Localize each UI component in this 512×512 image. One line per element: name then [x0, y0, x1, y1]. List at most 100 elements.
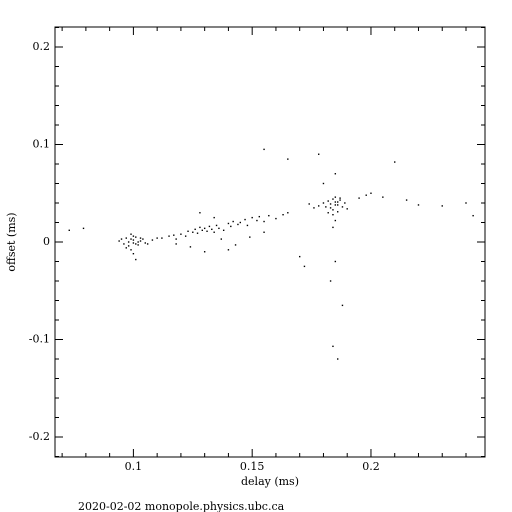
point [139, 240, 142, 242]
footer: 2020-02-02 monopole.physics.ubc.ca [78, 500, 285, 512]
point [213, 231, 215, 233]
point [137, 244, 139, 246]
point [337, 358, 339, 360]
point [68, 229, 70, 231]
point [206, 230, 208, 232]
point [275, 217, 277, 220]
point [334, 173, 337, 175]
point [318, 205, 320, 207]
point [282, 213, 284, 216]
point [339, 199, 341, 201]
point [332, 213, 334, 216]
x-axis-label: delay (ms) [241, 475, 299, 488]
point [258, 215, 261, 218]
point [194, 228, 196, 231]
point [161, 237, 163, 239]
point [332, 226, 334, 229]
point [192, 231, 194, 233]
point [135, 243, 137, 245]
point [308, 203, 310, 205]
point [263, 148, 265, 151]
point [303, 265, 306, 268]
point [201, 229, 203, 231]
point [344, 202, 346, 204]
point [132, 239, 135, 241]
point [123, 243, 125, 245]
point [465, 202, 467, 204]
y-tick-label: 0 [43, 235, 50, 248]
point [82, 227, 85, 230]
point [203, 227, 206, 230]
point [118, 240, 120, 242]
point [208, 225, 211, 228]
point [246, 224, 249, 227]
point [337, 204, 339, 206]
point [341, 304, 344, 307]
point [199, 212, 201, 214]
point [125, 247, 127, 249]
point [173, 234, 175, 236]
point [322, 182, 325, 185]
point [313, 207, 315, 209]
point [130, 249, 132, 251]
point [125, 237, 127, 239]
point [175, 238, 177, 240]
point [175, 243, 177, 245]
point [370, 192, 372, 194]
point [287, 212, 289, 214]
point [203, 251, 206, 253]
point [332, 198, 334, 200]
point [251, 216, 253, 219]
point [130, 233, 132, 235]
point [268, 214, 270, 217]
point [346, 208, 348, 210]
point [298, 255, 301, 258]
point [365, 194, 367, 196]
point [139, 237, 142, 239]
point [220, 238, 222, 240]
point [127, 241, 130, 243]
point [382, 196, 384, 198]
point [144, 242, 146, 244]
point [337, 211, 339, 213]
y-tick-label: -0.2 [29, 430, 50, 443]
point [329, 280, 332, 282]
point [334, 196, 337, 198]
y-tick-label: -0.1 [29, 333, 50, 346]
point [249, 236, 251, 238]
point [339, 197, 341, 199]
point [151, 239, 154, 241]
y-axis-label: offset (ms) [5, 212, 18, 271]
point [417, 204, 420, 206]
point [322, 202, 325, 204]
point [329, 207, 332, 209]
point [234, 244, 237, 246]
point [132, 253, 135, 255]
point [187, 230, 189, 232]
point [394, 161, 396, 163]
point [189, 246, 192, 248]
point [199, 226, 201, 229]
point [325, 206, 327, 208]
point [334, 260, 337, 263]
point [196, 232, 199, 234]
point [135, 258, 137, 261]
point [227, 222, 230, 225]
point [256, 219, 258, 222]
point [227, 249, 230, 251]
point [132, 235, 135, 237]
point [239, 221, 242, 224]
point [334, 201, 337, 203]
point [180, 233, 182, 235]
point [168, 235, 170, 237]
point [142, 238, 144, 240]
point [337, 201, 339, 203]
x-tick-label: 0.1 [125, 460, 143, 473]
y-tick-label: 0.2 [33, 40, 51, 53]
point [334, 204, 337, 206]
point [329, 203, 332, 205]
point [135, 236, 137, 238]
point [318, 153, 320, 155]
x-tick-label: 0.15 [240, 460, 265, 473]
